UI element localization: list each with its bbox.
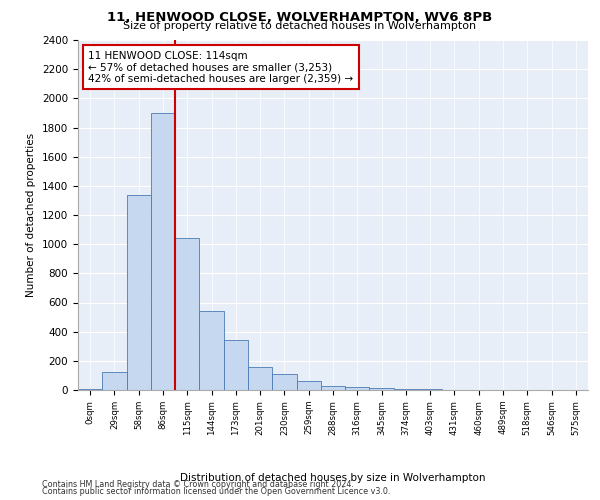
Bar	[345, 387, 370, 390]
Text: Contains public sector information licensed under the Open Government Licence v3: Contains public sector information licen…	[42, 487, 391, 496]
Bar	[175, 238, 199, 390]
Bar	[272, 374, 296, 390]
X-axis label: Distribution of detached houses by size in Wolverhampton: Distribution of detached houses by size …	[180, 474, 486, 484]
Text: 11 HENWOOD CLOSE: 114sqm
← 57% of detached houses are smaller (3,253)
42% of sem: 11 HENWOOD CLOSE: 114sqm ← 57% of detach…	[88, 50, 353, 84]
Bar	[199, 311, 224, 390]
Bar	[321, 386, 345, 390]
Y-axis label: Number of detached properties: Number of detached properties	[26, 133, 37, 297]
Bar	[102, 372, 127, 390]
Bar	[151, 113, 175, 390]
Text: Size of property relative to detached houses in Wolverhampton: Size of property relative to detached ho…	[124, 21, 476, 31]
Bar	[296, 381, 321, 390]
Bar	[78, 389, 102, 390]
Bar	[224, 340, 248, 390]
Text: 11, HENWOOD CLOSE, WOLVERHAMPTON, WV6 8PB: 11, HENWOOD CLOSE, WOLVERHAMPTON, WV6 8P…	[107, 11, 493, 24]
Bar	[394, 388, 418, 390]
Text: Contains HM Land Registry data © Crown copyright and database right 2024.: Contains HM Land Registry data © Crown c…	[42, 480, 354, 489]
Bar	[370, 388, 394, 390]
Bar	[248, 368, 272, 390]
Bar	[127, 194, 151, 390]
